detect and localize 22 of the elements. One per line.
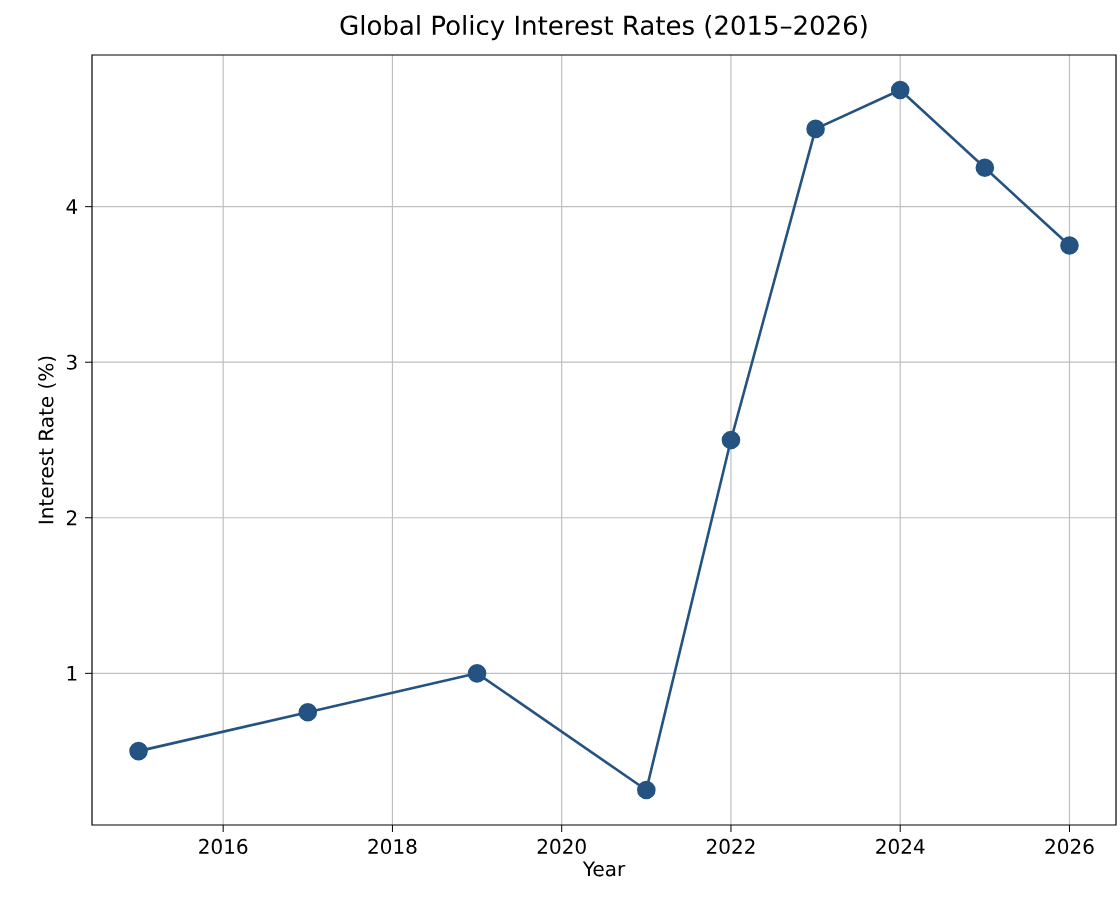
y-tick-label: 1 [67, 666, 77, 681]
y-axis-title: Interest Rate (%) [38, 356, 56, 524]
x-tick-label: 2022 [706, 838, 755, 854]
point [1060, 236, 1079, 255]
point [129, 741, 148, 761]
x-tick-label: 2020 [537, 838, 586, 854]
y-tick-label: 3 [66, 354, 77, 370]
point [298, 702, 318, 722]
x-tick-label: 2016 [199, 838, 248, 854]
x-tick-label: 2018 [368, 838, 417, 854]
y-tick-label: 4 [66, 199, 78, 214]
point [975, 158, 995, 178]
point [637, 780, 656, 800]
x-tick-label: 2024 [876, 838, 925, 854]
point [890, 80, 910, 100]
chart-title: Global Policy Interest Rates (2015–2026) [340, 14, 867, 41]
x-tick-label: 2026 [1045, 838, 1094, 854]
point [806, 119, 825, 139]
y-tick-label: 2 [66, 510, 77, 526]
x-axis-title: Year [582, 861, 626, 877]
point [467, 664, 487, 683]
point [721, 430, 741, 450]
